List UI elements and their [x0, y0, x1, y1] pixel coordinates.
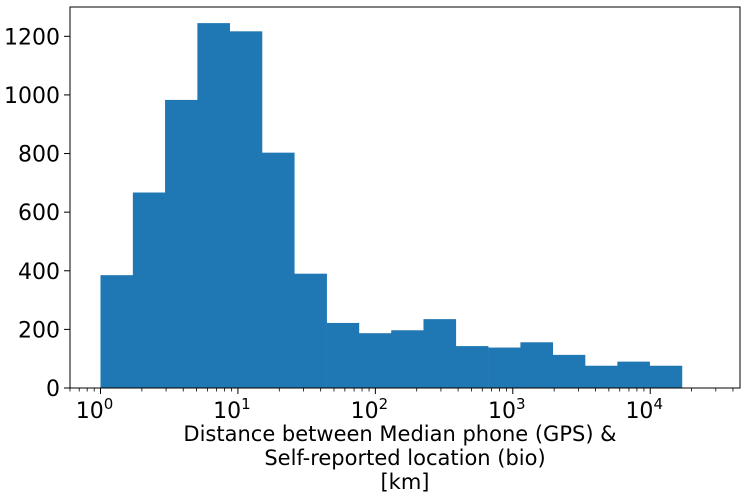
- y-tick-label: 0: [46, 377, 60, 402]
- x-axis-label: Distance between Median phone (GPS) & Se…: [183, 422, 616, 494]
- plot-frame: [69, 6, 741, 389]
- y-tick-label: 600: [18, 201, 60, 226]
- histogram-bar: [617, 361, 650, 388]
- y-axis-ticks: 0 200 400 600 800 1000 1200: [4, 25, 70, 402]
- x-axis-ticks: 100 101 102 103 104: [69, 388, 734, 424]
- histogram-bar: [391, 330, 424, 388]
- x-axis-label-line-1: Distance between Median phone (GPS) &: [183, 422, 616, 446]
- x-tick-label: 100: [76, 395, 114, 424]
- histogram-bar: [261, 152, 295, 388]
- x-axis-label-line-3: [km]: [380, 470, 429, 494]
- x-tick-label: 102: [351, 395, 389, 424]
- histogram-bar: [649, 365, 683, 388]
- histogram-bar: [229, 31, 263, 389]
- histogram-bar: [423, 319, 457, 388]
- y-tick-label: 800: [18, 143, 60, 168]
- histogram-bar: [197, 23, 230, 388]
- histogram-bar: [585, 365, 618, 388]
- histogram-bar: [294, 273, 327, 388]
- x-tick-label: 104: [625, 395, 663, 424]
- histogram-bar: [165, 99, 198, 388]
- y-tick-label: 1200: [4, 25, 60, 50]
- histogram-bar: [520, 342, 554, 388]
- y-tick-label: 400: [18, 260, 60, 285]
- histogram-bar: [552, 354, 586, 388]
- x-tick-label: 101: [213, 395, 251, 424]
- histogram-bar: [358, 333, 392, 388]
- bars-group: [100, 23, 683, 389]
- histogram-bar: [100, 275, 134, 388]
- histogram-bar: [132, 192, 166, 388]
- y-tick-label: 200: [18, 318, 60, 343]
- y-tick-label: 1000: [4, 84, 60, 109]
- histogram-bar: [455, 346, 489, 388]
- x-tick-label: 103: [488, 395, 526, 424]
- x-axis-label-line-2: Self-reported location (bio): [264, 446, 545, 470]
- histogram-bar: [488, 347, 521, 388]
- histogram-bar: [326, 322, 360, 388]
